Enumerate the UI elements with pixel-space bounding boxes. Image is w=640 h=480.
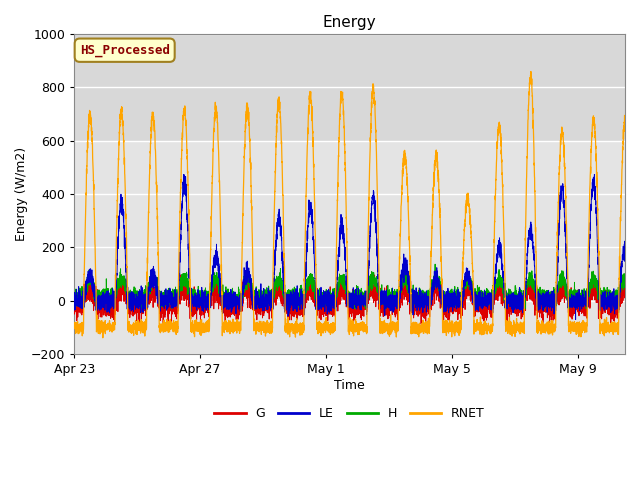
Legend: G, LE, H, RNET: G, LE, H, RNET bbox=[209, 402, 490, 425]
Text: HS_Processed: HS_Processed bbox=[80, 44, 170, 57]
X-axis label: Time: Time bbox=[334, 379, 365, 392]
Bar bbox=[74, 141, 625, 354]
Y-axis label: Energy (W/m2): Energy (W/m2) bbox=[15, 147, 28, 241]
Bar bbox=[74, 34, 625, 141]
Title: Energy: Energy bbox=[323, 15, 376, 30]
